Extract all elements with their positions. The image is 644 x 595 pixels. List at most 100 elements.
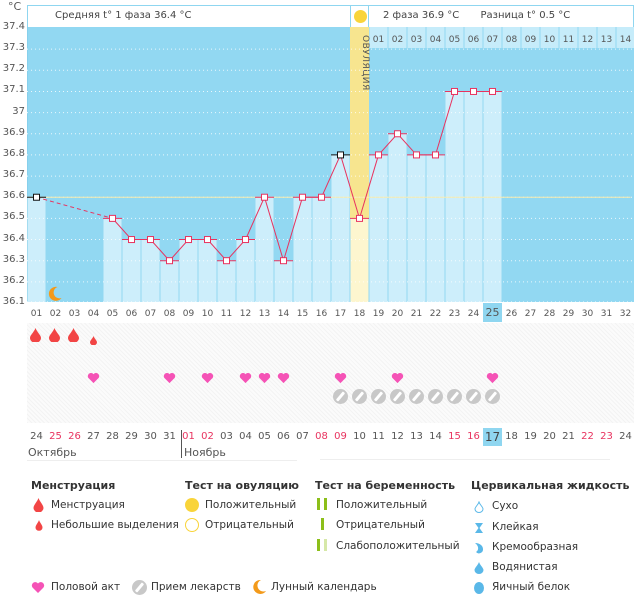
calendar-date[interactable]: 14	[429, 431, 442, 442]
menstruation-drop-icon[interactable]	[30, 327, 41, 346]
medication-pill-icon[interactable]	[390, 389, 405, 404]
calendar-date[interactable]: 16	[467, 431, 480, 442]
pregnancy-positive-icon	[317, 498, 320, 510]
calendar-date[interactable]: 24	[30, 431, 43, 442]
calendar-date[interactable]: 09	[334, 431, 347, 442]
cycle-day-label[interactable]: 17	[334, 309, 347, 319]
medication-pill-icon[interactable]	[428, 389, 443, 404]
cycle-day-label[interactable]: 04	[87, 309, 100, 319]
calendar-date[interactable]: 02	[201, 431, 214, 442]
calendar-date[interactable]: 26	[68, 431, 81, 442]
medication-pill-icon[interactable]	[409, 389, 424, 404]
cycle-day-label[interactable]: 27	[524, 309, 537, 319]
calendar-date[interactable]: 24	[619, 431, 632, 442]
cycle-day-label[interactable]: 06	[125, 309, 138, 319]
medication-pill-icon[interactable]	[447, 389, 462, 404]
intercourse-heart-icon[interactable]	[334, 369, 347, 384]
cycle-day-label[interactable]: 16	[315, 309, 328, 319]
calendar-date[interactable]: 22	[581, 431, 594, 442]
cycle-day-label[interactable]: 30	[581, 309, 594, 319]
calendar-date[interactable]: 31	[163, 431, 176, 442]
calendar-date[interactable]: 28	[106, 431, 119, 442]
cycle-day-label[interactable]: 25	[483, 303, 502, 322]
phase2-day-label: 05	[449, 35, 460, 45]
intercourse-heart-icon[interactable]	[201, 369, 214, 384]
phase2-day-cell	[426, 27, 445, 48]
medication-pill-icon[interactable]	[333, 389, 348, 404]
calendar-date[interactable]: 10	[353, 431, 366, 442]
cycle-day-label[interactable]: 29	[562, 309, 575, 319]
menstruation-drop-icon[interactable]	[49, 327, 60, 346]
temperature-bar	[27, 197, 46, 302]
cycle-day-label[interactable]: 12	[239, 309, 252, 319]
calendar-date[interactable]: 11	[372, 431, 385, 442]
calendar-date[interactable]: 18	[505, 431, 518, 442]
cycle-day-label[interactable]: 19	[372, 309, 385, 319]
phase2-day-label: 12	[582, 35, 593, 45]
calendar-date[interactable]: 13	[410, 431, 423, 442]
calendar-date[interactable]: 05	[258, 431, 271, 442]
y-tick-label: 36.7	[2, 169, 25, 181]
temperature-bar	[293, 197, 312, 302]
calendar-date[interactable]: 25	[49, 431, 62, 442]
cycle-day-label[interactable]: 15	[296, 309, 309, 319]
medication-pill-icon[interactable]	[466, 389, 481, 404]
cycle-day-label[interactable]: 26	[505, 309, 518, 319]
temperature-bar	[141, 239, 160, 302]
cycle-day-label[interactable]: 18	[353, 309, 366, 319]
calendar-date[interactable]: 04	[239, 431, 252, 442]
calendar-date[interactable]: 29	[125, 431, 138, 442]
cycle-day-label[interactable]: 32	[619, 309, 632, 319]
calendar-date[interactable]: 30	[144, 431, 157, 442]
calendar-date[interactable]: 12	[391, 431, 404, 442]
intercourse-heart-icon[interactable]	[163, 369, 176, 384]
temperature-bar	[160, 260, 179, 302]
pregnancy-weak-icon	[317, 539, 320, 551]
legend-cervical-watery: Водянистая	[492, 561, 558, 573]
ovulation-label: ОВУЛЯЦИЯ	[360, 35, 370, 91]
phase2-day-cell	[464, 27, 483, 48]
cycle-day-label[interactable]: 01	[30, 309, 43, 319]
intercourse-heart-icon[interactable]	[277, 369, 290, 384]
cycle-day-label[interactable]: 23	[448, 309, 461, 319]
intercourse-heart-icon[interactable]	[87, 369, 100, 384]
menstruation-drop-icon[interactable]	[68, 327, 79, 346]
calendar-date[interactable]: 27	[87, 431, 100, 442]
temperature-point	[185, 236, 192, 244]
cycle-day-label[interactable]: 28	[543, 309, 556, 319]
calendar-date[interactable]: 07	[296, 431, 309, 442]
cycle-day-label[interactable]: 02	[49, 309, 62, 319]
cycle-day-label[interactable]: 21	[410, 309, 423, 319]
medication-pill-icon[interactable]	[352, 389, 367, 404]
medication-pill-icon[interactable]	[371, 389, 386, 404]
calendar-date[interactable]: 21	[562, 431, 575, 442]
cycle-day-label[interactable]: 13	[258, 309, 271, 319]
cycle-day-label[interactable]: 05	[106, 309, 119, 319]
calendar-date[interactable]: 06	[277, 431, 290, 442]
spotting-drop-icon[interactable]	[90, 330, 97, 349]
cycle-day-label[interactable]: 10	[201, 309, 214, 319]
intercourse-heart-icon[interactable]	[486, 369, 499, 384]
cycle-day-label[interactable]: 08	[163, 309, 176, 319]
cycle-day-label[interactable]: 22	[429, 309, 442, 319]
calendar-date[interactable]: 03	[220, 431, 233, 442]
calendar-date[interactable]: 15	[448, 431, 461, 442]
calendar-date[interactable]: 20	[543, 431, 556, 442]
intercourse-heart-icon[interactable]	[258, 369, 271, 384]
cycle-day-label[interactable]: 11	[220, 309, 233, 319]
intercourse-heart-icon[interactable]	[239, 369, 252, 384]
calendar-date[interactable]: 17	[483, 428, 502, 446]
cycle-day-label[interactable]: 31	[600, 309, 613, 319]
cycle-day-label[interactable]: 14	[277, 309, 290, 319]
calendar-date[interactable]: 19	[524, 431, 537, 442]
cycle-day-label[interactable]: 20	[391, 309, 404, 319]
medication-pill-icon[interactable]	[485, 389, 500, 404]
calendar-date[interactable]: 01	[182, 431, 195, 442]
calendar-date[interactable]: 23	[600, 431, 613, 442]
cycle-day-label[interactable]: 09	[182, 309, 195, 319]
cycle-day-label[interactable]: 24	[467, 309, 480, 319]
calendar-date[interactable]: 08	[315, 431, 328, 442]
cycle-day-label[interactable]: 03	[68, 309, 81, 319]
cycle-day-label[interactable]: 07	[144, 309, 157, 319]
intercourse-heart-icon[interactable]	[391, 369, 404, 384]
